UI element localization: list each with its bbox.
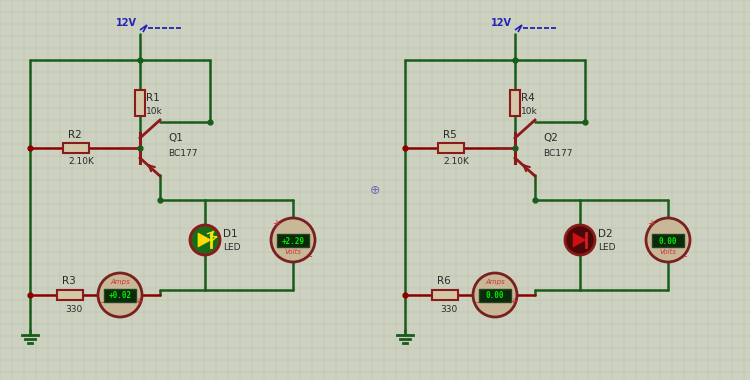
Text: LED: LED	[598, 242, 616, 252]
Text: 2.10K: 2.10K	[68, 157, 94, 166]
Text: R1: R1	[146, 93, 160, 103]
Text: R5: R5	[443, 130, 457, 140]
Text: ⊕: ⊕	[370, 184, 380, 196]
Text: D2: D2	[598, 229, 613, 239]
FancyBboxPatch shape	[438, 143, 464, 153]
FancyBboxPatch shape	[510, 90, 520, 116]
Text: +: +	[272, 219, 280, 229]
Text: R6: R6	[437, 276, 451, 286]
Text: Q2: Q2	[543, 133, 558, 143]
Text: 330: 330	[65, 304, 82, 313]
Text: R3: R3	[62, 276, 76, 286]
Text: Volts: Volts	[659, 249, 676, 255]
Circle shape	[271, 218, 315, 262]
Circle shape	[98, 273, 142, 317]
Circle shape	[473, 273, 517, 317]
Text: -: -	[308, 251, 312, 261]
Text: +: +	[509, 297, 517, 307]
FancyBboxPatch shape	[63, 143, 89, 153]
Text: 0.00: 0.00	[486, 291, 504, 301]
Text: BC177: BC177	[543, 149, 572, 157]
Text: R2: R2	[68, 130, 82, 140]
Text: 0.00: 0.00	[658, 236, 677, 245]
Polygon shape	[573, 233, 586, 247]
Text: 2.10K: 2.10K	[443, 157, 469, 166]
Text: 330: 330	[440, 304, 458, 313]
Text: 12V: 12V	[116, 18, 137, 28]
Circle shape	[190, 225, 220, 255]
Text: BC177: BC177	[168, 149, 197, 157]
Text: R4: R4	[521, 93, 535, 103]
Text: -: -	[683, 251, 687, 261]
FancyBboxPatch shape	[57, 290, 83, 300]
Text: 10k: 10k	[146, 106, 163, 116]
Text: LED: LED	[223, 242, 241, 252]
Text: Amps: Amps	[110, 279, 130, 285]
FancyBboxPatch shape	[479, 289, 511, 302]
FancyBboxPatch shape	[432, 290, 458, 300]
Circle shape	[565, 225, 595, 255]
Text: Amps: Amps	[485, 279, 505, 285]
Text: +2.29: +2.29	[281, 236, 304, 245]
Text: +: +	[134, 297, 142, 307]
Text: -: -	[476, 297, 478, 307]
Text: -: -	[100, 297, 104, 307]
FancyBboxPatch shape	[104, 289, 136, 302]
Circle shape	[646, 218, 690, 262]
Text: D1: D1	[223, 229, 238, 239]
FancyBboxPatch shape	[135, 90, 145, 116]
Text: +0.02: +0.02	[109, 291, 131, 301]
Text: 12V: 12V	[491, 18, 512, 28]
FancyBboxPatch shape	[277, 234, 309, 247]
Text: Volts: Volts	[284, 249, 302, 255]
Polygon shape	[198, 233, 211, 247]
Text: Q1: Q1	[168, 133, 183, 143]
Text: +: +	[647, 219, 655, 229]
FancyBboxPatch shape	[652, 234, 684, 247]
Text: 10k: 10k	[521, 106, 538, 116]
